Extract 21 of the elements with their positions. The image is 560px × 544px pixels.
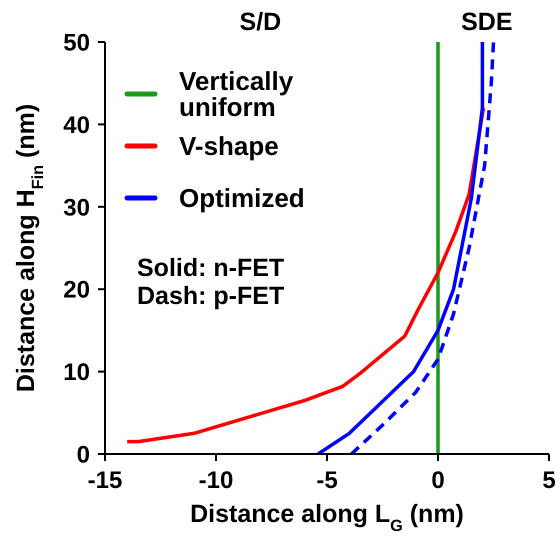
line-series (316, 42, 484, 454)
legend-label: Optimized (179, 183, 305, 213)
y-tick-label: 0 (76, 442, 90, 469)
legend-label: Vertically uniform (179, 66, 294, 122)
x-tick-label: -10 (198, 467, 234, 494)
x-tick-label: 0 (431, 467, 445, 494)
text: S/D (240, 8, 282, 36)
y-tick-label: 40 (63, 112, 90, 139)
line-series (350, 42, 496, 454)
annotation: Solid: n-FET (137, 254, 284, 282)
text: SDE (461, 8, 513, 36)
y-tick-label: 20 (63, 276, 90, 304)
x-axis-title: Distance along L$_{G}$ (nm) (190, 500, 464, 535)
y-tick-label: 10 (63, 359, 90, 386)
legend-label: V-shape (179, 131, 279, 161)
x-tick-label: 5 (542, 467, 556, 494)
y-tick-label: 50 (63, 30, 90, 57)
x-tick-label: -15 (88, 467, 122, 494)
annotation: Dash: p-FET (137, 282, 284, 310)
x-tick-label: -5 (316, 467, 338, 494)
y-tick-label: 30 (63, 194, 90, 222)
